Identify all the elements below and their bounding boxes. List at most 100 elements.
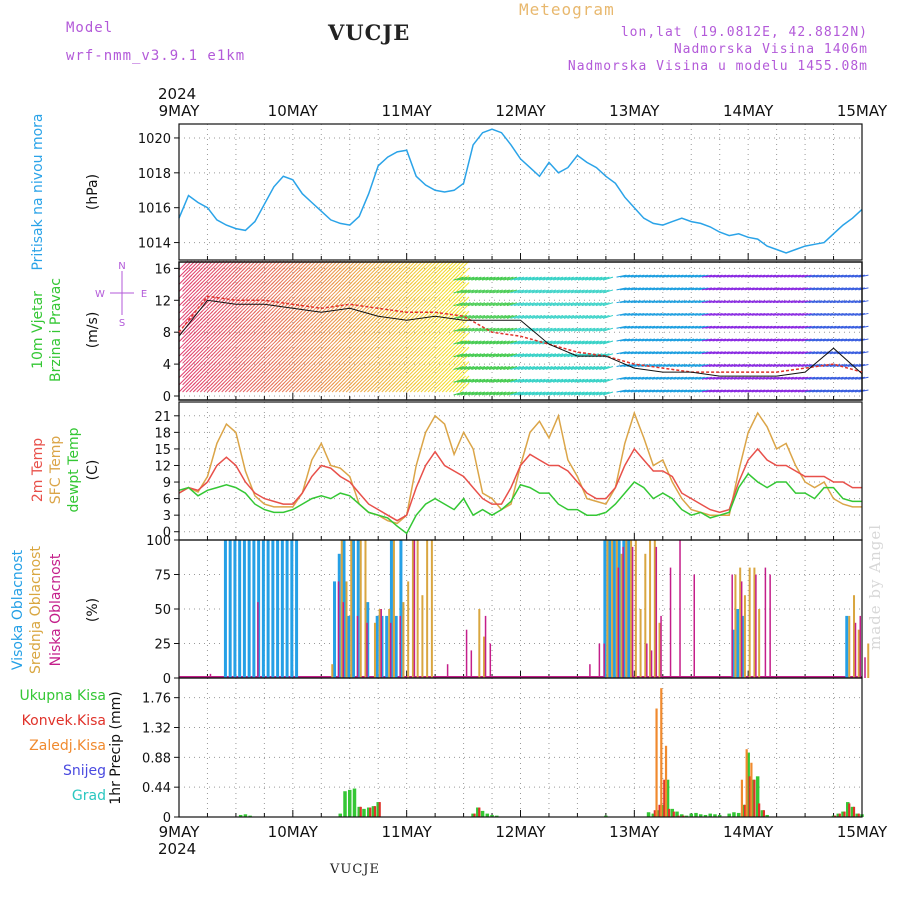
wind-barb (748, 274, 759, 278)
wind-barb (854, 312, 865, 316)
wind-barb (844, 389, 855, 393)
wind-barb (737, 351, 748, 355)
wind-barb (819, 300, 830, 304)
wind-barb (528, 302, 539, 307)
wind-barb (620, 325, 631, 329)
wind-barb (801, 325, 812, 329)
wind-barb (837, 287, 848, 291)
wind-barb (684, 300, 695, 304)
wind-barb (592, 366, 603, 370)
wind-barb (489, 314, 500, 319)
wind-barbs (178, 260, 869, 396)
wind-barb (471, 366, 482, 370)
wind-barb (644, 312, 656, 316)
wind-barb (577, 327, 589, 332)
wind-barb (570, 391, 582, 396)
wind-barb (780, 312, 791, 316)
wind-barb (592, 289, 603, 294)
wind-barb (826, 364, 837, 367)
precip-bar-total (670, 808, 675, 817)
cloud-bar-mid (350, 540, 353, 678)
wind-barb (599, 302, 610, 307)
wind-barb (687, 364, 698, 367)
time-label-top: 10MAY (268, 102, 319, 120)
wind-barb (503, 327, 514, 332)
wind-barb (592, 327, 603, 332)
wind-barb (616, 338, 627, 342)
wind-barb (765, 312, 777, 316)
wind-barb (794, 338, 805, 342)
wind-barb (858, 364, 869, 367)
wind-barb (620, 351, 631, 355)
precip-bar-conv (677, 815, 680, 817)
wind-barb (730, 325, 741, 329)
wind-barb (837, 364, 848, 367)
wind-barb (630, 351, 641, 355)
wind-barb (549, 276, 560, 281)
wind-barb (574, 391, 585, 396)
wind-barb (719, 300, 730, 304)
wind-barb (524, 391, 535, 396)
wind-barb (510, 366, 521, 370)
wind-speed-line (178, 299, 863, 377)
wind-barb (503, 289, 514, 294)
wind-barb (769, 274, 780, 278)
wind-barb (549, 327, 560, 332)
cloud-bar-low (342, 602, 345, 678)
time-label-bottom: 12MAY (495, 823, 546, 841)
wind-barb (652, 389, 663, 393)
wind-barb (790, 351, 801, 355)
wind-barb (708, 300, 720, 304)
wind-barb (755, 364, 766, 367)
cloud-bar-mid (407, 581, 410, 678)
wind-barb (847, 351, 858, 355)
wind-barb (644, 325, 656, 329)
wind-barb (815, 274, 826, 278)
wind-barb (481, 314, 493, 319)
wind-barb (847, 389, 858, 393)
wind-barb (602, 327, 614, 332)
wind-barb (634, 338, 645, 342)
wind-barb (694, 274, 705, 278)
wind-barb (630, 325, 641, 329)
wind-barb (655, 300, 666, 304)
wind-barb (492, 353, 503, 358)
wind-barb (602, 314, 614, 319)
wind-barb (535, 327, 546, 332)
wind-barb (822, 287, 833, 291)
wind-barb (840, 274, 851, 278)
wind-barb (680, 325, 691, 329)
wind-barb (620, 389, 631, 393)
wind-barb (730, 351, 741, 355)
cloud-label-1: Visoka Oblacnost (10, 549, 26, 670)
wind-barb (858, 287, 869, 291)
wind-barb (787, 338, 798, 342)
wind-barb (556, 378, 567, 383)
precip-legend-3: Zaledj.Kisa (29, 738, 106, 754)
wind-barb (492, 302, 503, 307)
wind-barb (669, 312, 681, 316)
wind-barb (560, 276, 571, 281)
wind-barb (648, 376, 659, 380)
wind-barb (574, 327, 585, 332)
wind-barb (471, 378, 482, 383)
wind-barb (634, 287, 645, 291)
wind-barb (669, 376, 681, 380)
wind-barb (662, 312, 673, 316)
wind-barb (655, 351, 666, 355)
wind-barb (790, 389, 801, 393)
ytick-label-temp: 0 (163, 526, 171, 541)
precip-bar-total (736, 812, 741, 817)
precip-legend-5: Grad (72, 788, 106, 804)
wind-barb (698, 287, 709, 291)
wind-barb (467, 340, 478, 345)
wind-barb (503, 340, 514, 345)
wind-barb (577, 340, 589, 345)
wind-label-1: 10m Vjetar (30, 291, 46, 369)
wind-barb (560, 314, 571, 319)
wind-barb (560, 327, 571, 332)
wind-barb (478, 353, 489, 358)
wind-barb (698, 364, 709, 367)
wind-barb (837, 338, 848, 342)
wind-barb (474, 276, 486, 281)
